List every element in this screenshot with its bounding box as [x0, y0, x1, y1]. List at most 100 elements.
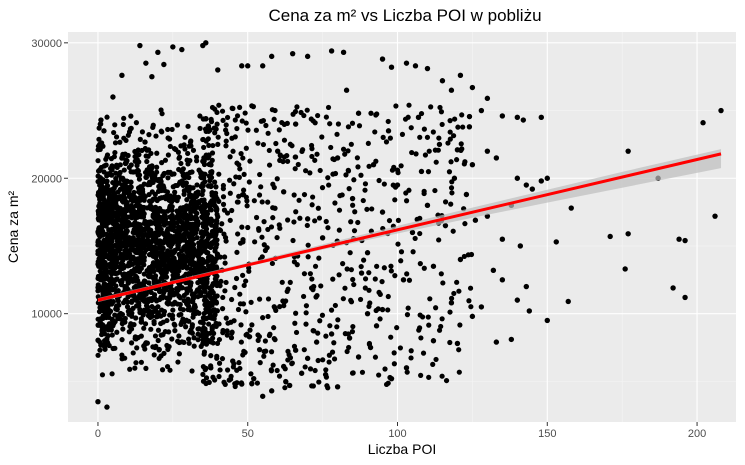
- dense-point: [257, 171, 263, 178]
- dense-point: [142, 139, 148, 145]
- scatter-point: [553, 239, 559, 245]
- dense-point: [107, 254, 113, 260]
- dense-point: [330, 156, 336, 162]
- dense-point: [185, 150, 191, 157]
- scatter-point: [457, 256, 464, 263]
- dense-point: [128, 326, 135, 332]
- dense-point: [200, 171, 206, 177]
- dense-point: [129, 215, 135, 221]
- dense-point: [447, 309, 453, 315]
- scatter-point: [520, 117, 527, 123]
- dense-point: [381, 265, 387, 271]
- dense-point: [234, 249, 240, 255]
- scatter-point: [565, 298, 571, 305]
- dense-point: [366, 341, 373, 347]
- dense-point: [120, 175, 126, 181]
- dense-point: [303, 303, 310, 309]
- dense-point: [97, 190, 103, 196]
- dense-point: [466, 298, 472, 304]
- dense-point: [112, 248, 118, 254]
- dense-point: [376, 372, 382, 378]
- dense-point: [348, 219, 354, 225]
- dense-point: [119, 337, 125, 343]
- dense-point: [404, 271, 410, 277]
- dense-point: [149, 189, 155, 195]
- dense-point: [326, 182, 332, 188]
- dense-point: [109, 167, 115, 173]
- dense-point: [112, 122, 118, 128]
- dense-point: [117, 242, 123, 248]
- dense-point: [223, 122, 229, 128]
- dense-point: [430, 129, 436, 135]
- dense-point: [269, 107, 275, 113]
- scatter-point: [544, 317, 550, 324]
- dense-point: [200, 239, 206, 245]
- dense-point: [158, 128, 164, 134]
- dense-point: [266, 162, 273, 168]
- dense-point: [207, 206, 213, 212]
- dense-point: [130, 350, 136, 356]
- dense-point: [160, 288, 166, 294]
- dense-point: [345, 148, 351, 154]
- dense-point: [351, 281, 357, 288]
- dense-point: [271, 184, 277, 191]
- dense-point: [362, 285, 368, 291]
- dense-point: [398, 258, 404, 264]
- dense-point: [169, 126, 175, 133]
- dense-point: [245, 127, 251, 133]
- dense-point: [125, 152, 131, 159]
- dense-point: [350, 323, 356, 330]
- dense-point: [171, 264, 177, 270]
- dense-point: [162, 157, 169, 163]
- dense-point: [102, 207, 108, 213]
- dense-point: [115, 298, 121, 304]
- dense-point: [238, 151, 244, 157]
- dense-point: [287, 355, 294, 361]
- scatter-point: [364, 250, 371, 256]
- dense-point: [114, 276, 120, 282]
- dense-point: [159, 247, 166, 253]
- dense-point: [150, 265, 156, 271]
- scatter-point: [538, 114, 544, 121]
- dense-point: [165, 220, 171, 226]
- scatter-point: [718, 107, 724, 114]
- dense-point: [170, 307, 176, 313]
- dense-point: [109, 332, 115, 338]
- dense-point: [406, 102, 412, 108]
- dense-point: [101, 169, 107, 175]
- dense-point: [417, 312, 423, 318]
- dense-point: [110, 279, 116, 286]
- dense-point: [154, 164, 160, 170]
- dense-point: [197, 125, 203, 132]
- dense-point: [436, 327, 443, 333]
- dense-point: [200, 378, 207, 384]
- dense-point: [309, 276, 315, 282]
- dense-point: [117, 228, 124, 234]
- dense-point: [209, 217, 215, 224]
- dense-point: [223, 238, 229, 244]
- dense-point: [366, 270, 372, 276]
- dense-point: [186, 318, 192, 324]
- dense-point: [141, 211, 147, 217]
- dense-point: [349, 120, 356, 126]
- dense-point: [447, 136, 453, 142]
- dense-point: [201, 325, 207, 331]
- dense-point: [315, 112, 321, 119]
- dense-point: [454, 279, 460, 285]
- dense-point: [412, 235, 418, 242]
- dense-point: [208, 353, 214, 359]
- dense-point: [283, 379, 289, 385]
- dense-point: [112, 182, 118, 188]
- dense-point: [293, 329, 300, 336]
- dense-point: [95, 216, 101, 222]
- dense-point: [136, 300, 142, 306]
- dense-point: [101, 325, 108, 332]
- dense-point: [467, 285, 474, 291]
- dense-point: [155, 327, 162, 333]
- dense-point: [356, 123, 363, 129]
- dense-point: [109, 371, 115, 377]
- scatter-point: [245, 63, 251, 69]
- dense-point: [158, 320, 164, 327]
- dense-point: [216, 360, 223, 366]
- dense-point: [299, 148, 305, 155]
